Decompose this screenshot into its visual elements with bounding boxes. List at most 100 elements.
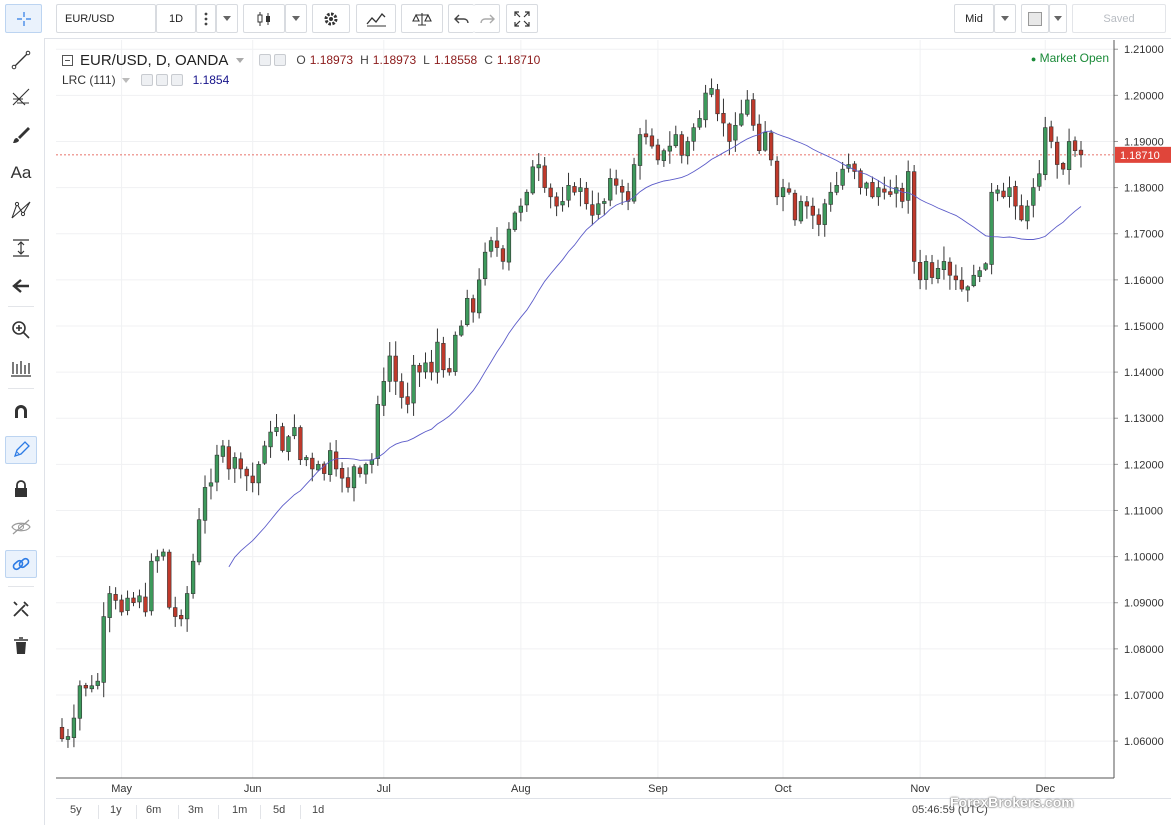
candle[interactable]	[774, 156, 780, 206]
timeframe-1d[interactable]: 1d	[312, 804, 325, 816]
undo-button[interactable]	[448, 4, 474, 33]
candle[interactable]	[119, 594, 124, 616]
candle[interactable]	[375, 395, 380, 466]
candle[interactable]	[834, 171, 839, 196]
candle[interactable]	[471, 294, 476, 323]
candle[interactable]	[363, 462, 369, 484]
close-icon[interactable]	[170, 74, 183, 86]
candle[interactable]	[745, 90, 750, 117]
candle[interactable]	[155, 549, 160, 573]
sync-drawings-toggle[interactable]	[5, 550, 37, 578]
zoom-tool[interactable]	[5, 316, 37, 344]
candle[interactable]	[542, 157, 547, 193]
compare-button[interactable]	[401, 4, 443, 33]
candle[interactable]	[238, 452, 243, 479]
plot-background[interactable]	[56, 40, 1114, 778]
candle[interactable]	[184, 586, 190, 632]
candle[interactable]	[536, 153, 541, 182]
candle[interactable]	[959, 267, 964, 292]
candle[interactable]	[941, 246, 947, 280]
candle[interactable]	[685, 136, 690, 165]
candle[interactable]	[244, 466, 249, 491]
candle[interactable]	[274, 414, 279, 437]
timeframe-1y[interactable]: 1y	[110, 804, 122, 816]
tools-menu[interactable]	[5, 595, 37, 623]
candle[interactable]	[345, 467, 351, 493]
candle[interactable]	[411, 355, 416, 416]
candle[interactable]	[792, 189, 798, 226]
candle[interactable]	[637, 127, 643, 180]
symbol-search-input[interactable]: EUR/USD	[56, 4, 156, 33]
arrow-tool[interactable]	[5, 272, 37, 300]
candle[interactable]	[1078, 141, 1084, 168]
candle[interactable]	[572, 182, 577, 196]
candle[interactable]	[655, 138, 661, 165]
interval-dropdown-button[interactable]	[216, 4, 238, 33]
eye-icon[interactable]	[140, 74, 153, 86]
candle[interactable]	[89, 675, 94, 693]
candle[interactable]	[137, 589, 142, 609]
price-source-dropdown-button[interactable]	[994, 4, 1016, 33]
trend-line-tool[interactable]	[5, 46, 37, 74]
candle[interactable]	[798, 195, 804, 224]
candle[interactable]	[929, 254, 935, 285]
candle[interactable]	[810, 197, 815, 229]
candle[interactable]	[673, 125, 678, 148]
candle[interactable]	[351, 464, 357, 502]
candle[interactable]	[292, 414, 297, 440]
candle[interactable]	[548, 183, 553, 209]
candle[interactable]	[423, 352, 428, 379]
timeframe-3m[interactable]: 3m	[188, 804, 204, 816]
candle[interactable]	[387, 342, 392, 393]
candle[interactable]	[822, 198, 827, 237]
utc-clock[interactable]: 05:46:59 (UTC)	[912, 804, 988, 816]
candle[interactable]	[482, 242, 488, 286]
candle[interactable]	[691, 123, 696, 151]
bars-pattern-tool[interactable]	[5, 354, 37, 382]
candle[interactable]	[1060, 161, 1066, 175]
candle[interactable]	[1007, 176, 1012, 208]
lock-tool[interactable]	[5, 475, 37, 503]
candle[interactable]	[763, 121, 768, 152]
candle[interactable]	[900, 182, 905, 209]
gear-icon[interactable]	[274, 54, 287, 66]
candle[interactable]	[190, 553, 196, 599]
candle[interactable]	[739, 99, 744, 127]
chart-type-dropdown-button[interactable]	[285, 4, 307, 33]
indicators-button[interactable]	[356, 4, 396, 33]
chart-type-button[interactable]	[243, 4, 285, 33]
candle[interactable]	[256, 461, 261, 496]
candle[interactable]	[679, 131, 684, 164]
candle[interactable]	[435, 328, 440, 384]
price-source-button[interactable]: Mid	[954, 4, 994, 33]
candle[interactable]	[512, 211, 518, 232]
fullscreen-button[interactable]	[506, 4, 538, 33]
candle[interactable]	[751, 93, 756, 131]
candle[interactable]	[310, 452, 315, 482]
candle[interactable]	[202, 475, 208, 534]
candle[interactable]	[649, 128, 655, 149]
candle[interactable]	[780, 178, 786, 212]
candle[interactable]	[733, 112, 738, 152]
candle[interactable]	[131, 592, 136, 607]
candle[interactable]	[995, 185, 1000, 202]
candle[interactable]	[1072, 136, 1078, 157]
candle[interactable]	[357, 465, 363, 478]
settings-button[interactable]	[312, 4, 350, 33]
candle[interactable]	[643, 119, 649, 145]
candle[interactable]	[107, 585, 112, 633]
candle[interactable]	[989, 183, 994, 275]
candle[interactable]	[584, 181, 589, 210]
candle[interactable]	[232, 452, 237, 483]
candle[interactable]	[214, 444, 220, 492]
candle[interactable]	[173, 596, 178, 627]
candle[interactable]	[876, 180, 881, 206]
candle[interactable]	[870, 176, 875, 199]
fib-tool[interactable]	[5, 83, 37, 111]
candle[interactable]	[286, 435, 291, 461]
candle[interactable]	[518, 198, 523, 222]
candle[interactable]	[298, 425, 303, 465]
candle[interactable]	[405, 382, 410, 414]
candle[interactable]	[524, 189, 529, 212]
candle[interactable]	[590, 190, 595, 226]
